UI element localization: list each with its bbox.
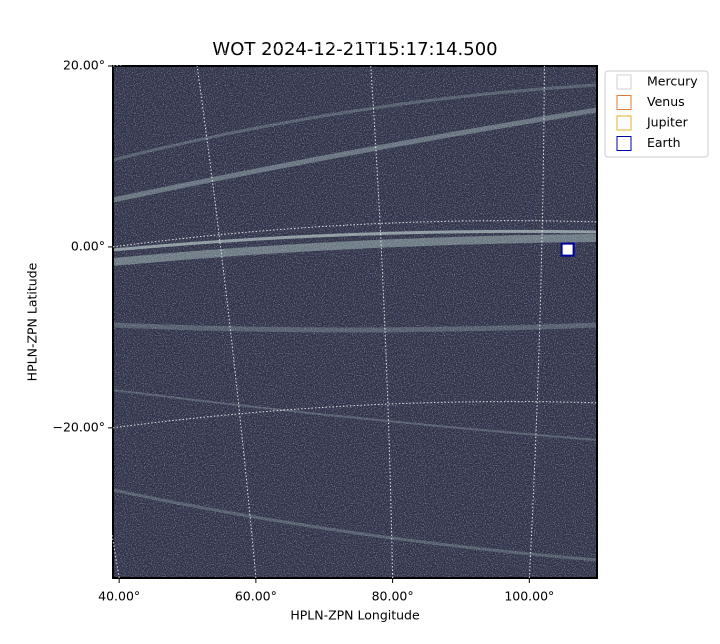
image	[113, 66, 597, 578]
grid-line	[112, 220, 598, 248]
y-tick-label: −20.00°	[52, 419, 105, 434]
legend-swatch	[616, 95, 632, 110]
x-tick-label: 60.00°	[235, 589, 277, 604]
legend-label: Mercury	[647, 74, 698, 89]
legend-swatch	[616, 115, 632, 131]
grid-line	[112, 401, 598, 429]
grid-line	[22, 65, 120, 579]
legend-swatch	[616, 74, 632, 90]
legend-swatch	[616, 136, 632, 151]
y-tick-label: 20.00°	[63, 58, 105, 73]
axes-frame	[112, 65, 598, 579]
legend	[604, 70, 709, 158]
legend-label: Jupiter	[646, 115, 689, 130]
y-tick-label: 0.00°	[71, 238, 105, 253]
grid-line	[196, 65, 257, 579]
legend-label: Earth	[647, 135, 681, 150]
chart-title: WOT 2024-12-21T15:17:14.500	[212, 39, 497, 60]
x-axis-label: HPLN-ZPN Longitude	[290, 608, 420, 623]
grid-line	[112, 39, 598, 67]
y-axis-label: HPLN-ZPN Latitude	[25, 262, 40, 381]
x-tick-label: 80.00°	[372, 589, 414, 604]
grid-line	[370, 65, 394, 579]
legend-label: Venus	[647, 94, 685, 109]
grid-line	[528, 65, 545, 579]
x-tick-label: 40.00°	[98, 589, 140, 604]
planet-marker	[560, 242, 575, 257]
x-tick-label: 100.00°	[504, 589, 554, 604]
